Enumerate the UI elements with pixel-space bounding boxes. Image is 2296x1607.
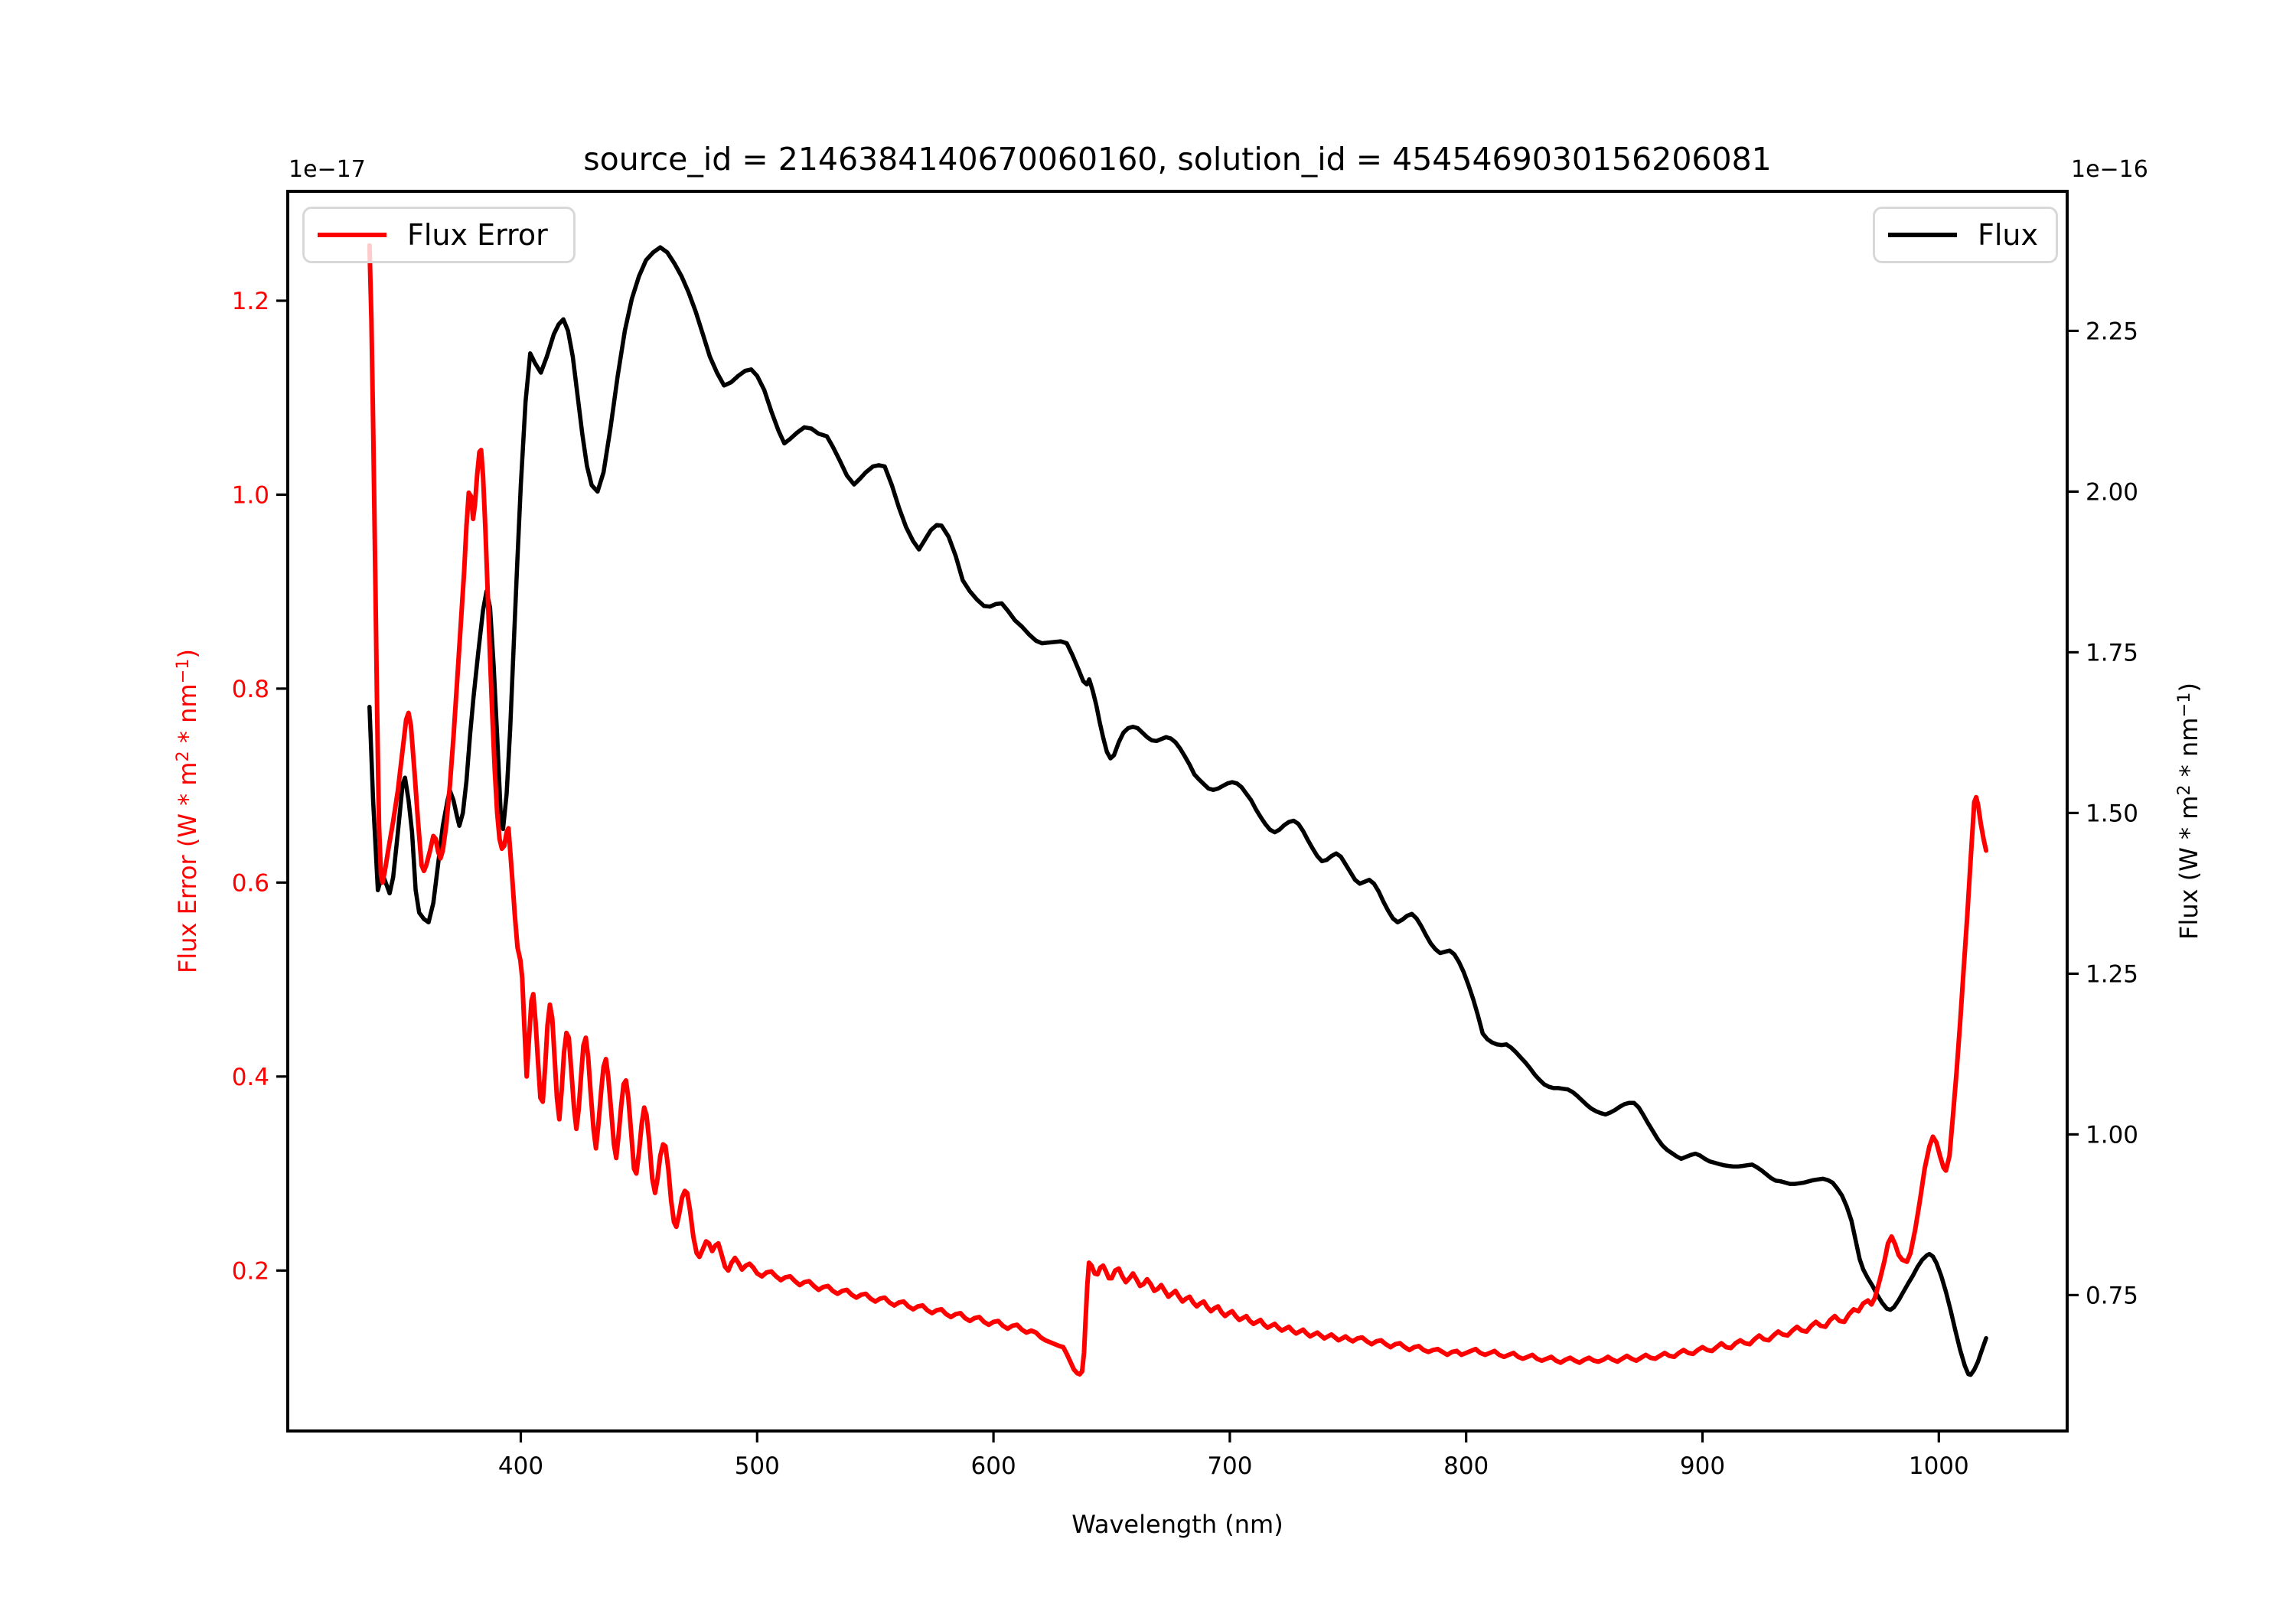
superscript: 2 <box>2174 784 2194 796</box>
y-right-tick-label: 2.00 <box>2086 478 2138 506</box>
x-tick-label: 700 <box>1207 1452 1252 1480</box>
y-left-tick-label: 1.0 <box>232 481 269 509</box>
label-text: ) <box>173 648 202 659</box>
y-left-tick-label: 1.2 <box>232 288 269 315</box>
label-text: * nm <box>2174 717 2203 785</box>
y-right-tick-label: 0.75 <box>2086 1282 2138 1309</box>
right-axis-label: Flux (W * m2 * nm−1) <box>2174 683 2203 940</box>
x-tick-label: 1000 <box>1909 1452 1969 1480</box>
axes-spines <box>286 190 2069 1433</box>
left-axis-label: Flux Error (W * m2 * nm−1) <box>173 649 202 973</box>
chart-title: source_id = 2146384140670060160, solutio… <box>583 141 1772 178</box>
flux-curve <box>367 245 1988 1377</box>
x-tick-label: 400 <box>498 1452 543 1480</box>
flux-line-sample <box>1888 233 1957 237</box>
y-right-tick-label: 1.00 <box>2086 1121 2138 1149</box>
y-right-tick-label: 1.75 <box>2086 639 2138 667</box>
left-axis-offset-text: 1e−17 <box>289 156 366 183</box>
superscript: −1 <box>172 658 193 684</box>
superscript: −1 <box>2174 692 2194 718</box>
legend-flux-label: Flux <box>1978 218 2038 252</box>
label-text: ) <box>2174 683 2203 693</box>
label-text: Flux (W * m <box>2174 795 2203 940</box>
flux-error-line-sample <box>318 233 386 237</box>
label-text: * nm <box>173 683 202 751</box>
x-tick-label: 800 <box>1443 1452 1489 1480</box>
y-left-tick-label: 0.6 <box>232 869 269 897</box>
legend-flux-error-label: Flux Error <box>407 218 548 252</box>
right-axis-offset-text: 1e−16 <box>2071 156 2148 183</box>
y-right-tick-label: 2.25 <box>2086 318 2138 345</box>
flux-error-curve <box>367 243 1989 1377</box>
legend-flux: Flux <box>1873 207 2058 263</box>
legend-flux-error: Flux Error <box>302 207 576 263</box>
y-left-tick-label: 0.8 <box>232 676 269 703</box>
y-left-tick-label: 0.2 <box>232 1257 269 1285</box>
y-left-tick-label: 0.4 <box>232 1064 269 1091</box>
label-text: Flux Error (W * m <box>173 761 202 974</box>
y-right-tick-label: 1.25 <box>2086 960 2138 988</box>
y-right-tick-label: 1.50 <box>2086 800 2138 827</box>
superscript: 2 <box>172 751 193 762</box>
x-tick-label: 600 <box>971 1452 1016 1480</box>
x-tick-label: 900 <box>1680 1452 1725 1480</box>
x-tick-label: 500 <box>735 1452 780 1480</box>
x-axis-label: Wavelength (nm) <box>1071 1510 1283 1539</box>
